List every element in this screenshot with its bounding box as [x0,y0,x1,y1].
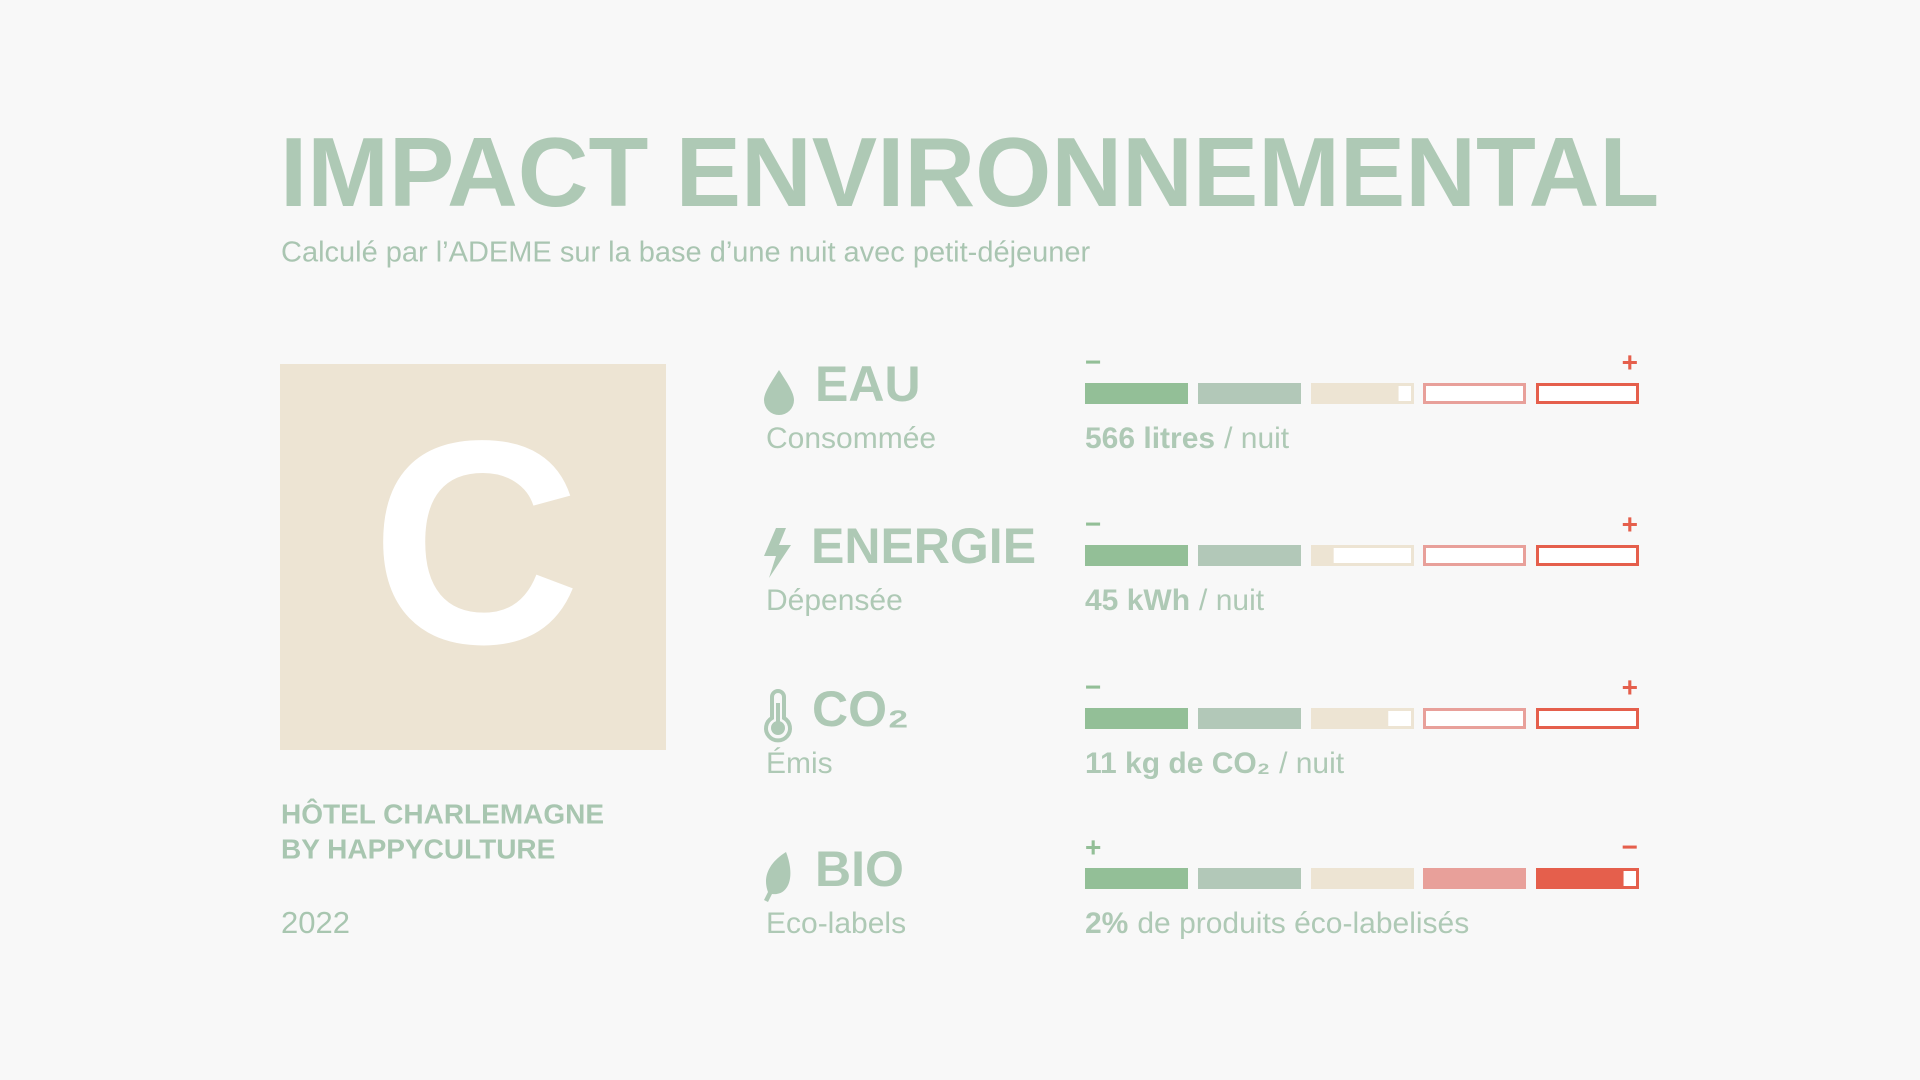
indicator-value: 45 kWh / nuit [1085,584,1265,617]
indicator-name: ENERGIE [811,518,1036,574]
level-fill [1198,545,1301,566]
scale-start: − [1085,671,1101,702]
scale-end: + [1622,671,1638,702]
scale-start: + [1085,831,1101,862]
indicator-name: EAU [815,356,921,412]
scale-start: − [1085,508,1101,539]
scale-segment [1536,383,1639,404]
unit: / nuit [1279,747,1345,780]
unit: / nuit [1224,422,1290,455]
scale-segment [1536,545,1639,566]
indicator-sub: Émis [766,747,833,780]
value: 566 litres [1085,422,1215,455]
unit: de produits éco-labelisés [1137,907,1469,940]
indicator-name: BIO [815,841,904,897]
level-fill [1085,383,1188,404]
level-fill [1311,383,1399,404]
water-icon [764,370,794,415]
level-fill [1198,868,1301,889]
level-fill [1311,545,1334,566]
indicator-name: CO₂ [812,681,909,737]
level-fill [1198,708,1301,729]
hotel-name: HÔTEL CHARLEMAGNE [281,797,604,829]
level-fill [1085,545,1188,566]
leaf-icon [764,852,791,902]
title: IMPACT ENVIRONNEMENTAL [280,117,1659,227]
indicator-sub: Consommée [766,422,936,455]
hotel-name: BY HAPPYCULTURE [281,833,555,864]
value: 2% [1085,907,1128,940]
subtitle: Calculé par l’ADEME sur la base d’une nu… [281,237,1091,269]
indicator-sub: Dépensée [766,584,903,617]
thermometer-icon [764,689,792,743]
level-fill [1311,708,1389,729]
indicator-sub: Eco-labels [766,907,906,940]
level-fill [1198,383,1301,404]
scale-segment [1423,708,1526,729]
value: 45 kWh [1085,584,1190,617]
scale-segment [1423,383,1526,404]
level-fill [1085,868,1188,889]
scale-segment [1536,708,1639,729]
indicator-value: 566 litres / nuit [1085,422,1290,455]
scale-segment [1423,545,1526,566]
unit: / nuit [1199,584,1265,617]
energy-icon [764,528,791,578]
indicator-value: 2% de produits éco-labelisés [1085,907,1469,940]
scale-end: + [1622,508,1638,539]
grade-letter: C [371,381,580,705]
grade-box [280,364,666,750]
level-fill [1311,868,1414,889]
value: 11 kg de CO₂ [1085,747,1270,780]
indicator-value: 11 kg de CO₂ / nuit [1085,747,1345,780]
level-fill [1085,708,1188,729]
level-fill [1423,868,1526,889]
scale-start: − [1085,346,1101,377]
year: 2022 [281,905,350,940]
scale-end: + [1622,346,1638,377]
level-fill [1536,868,1624,889]
scale-end: − [1622,831,1638,862]
